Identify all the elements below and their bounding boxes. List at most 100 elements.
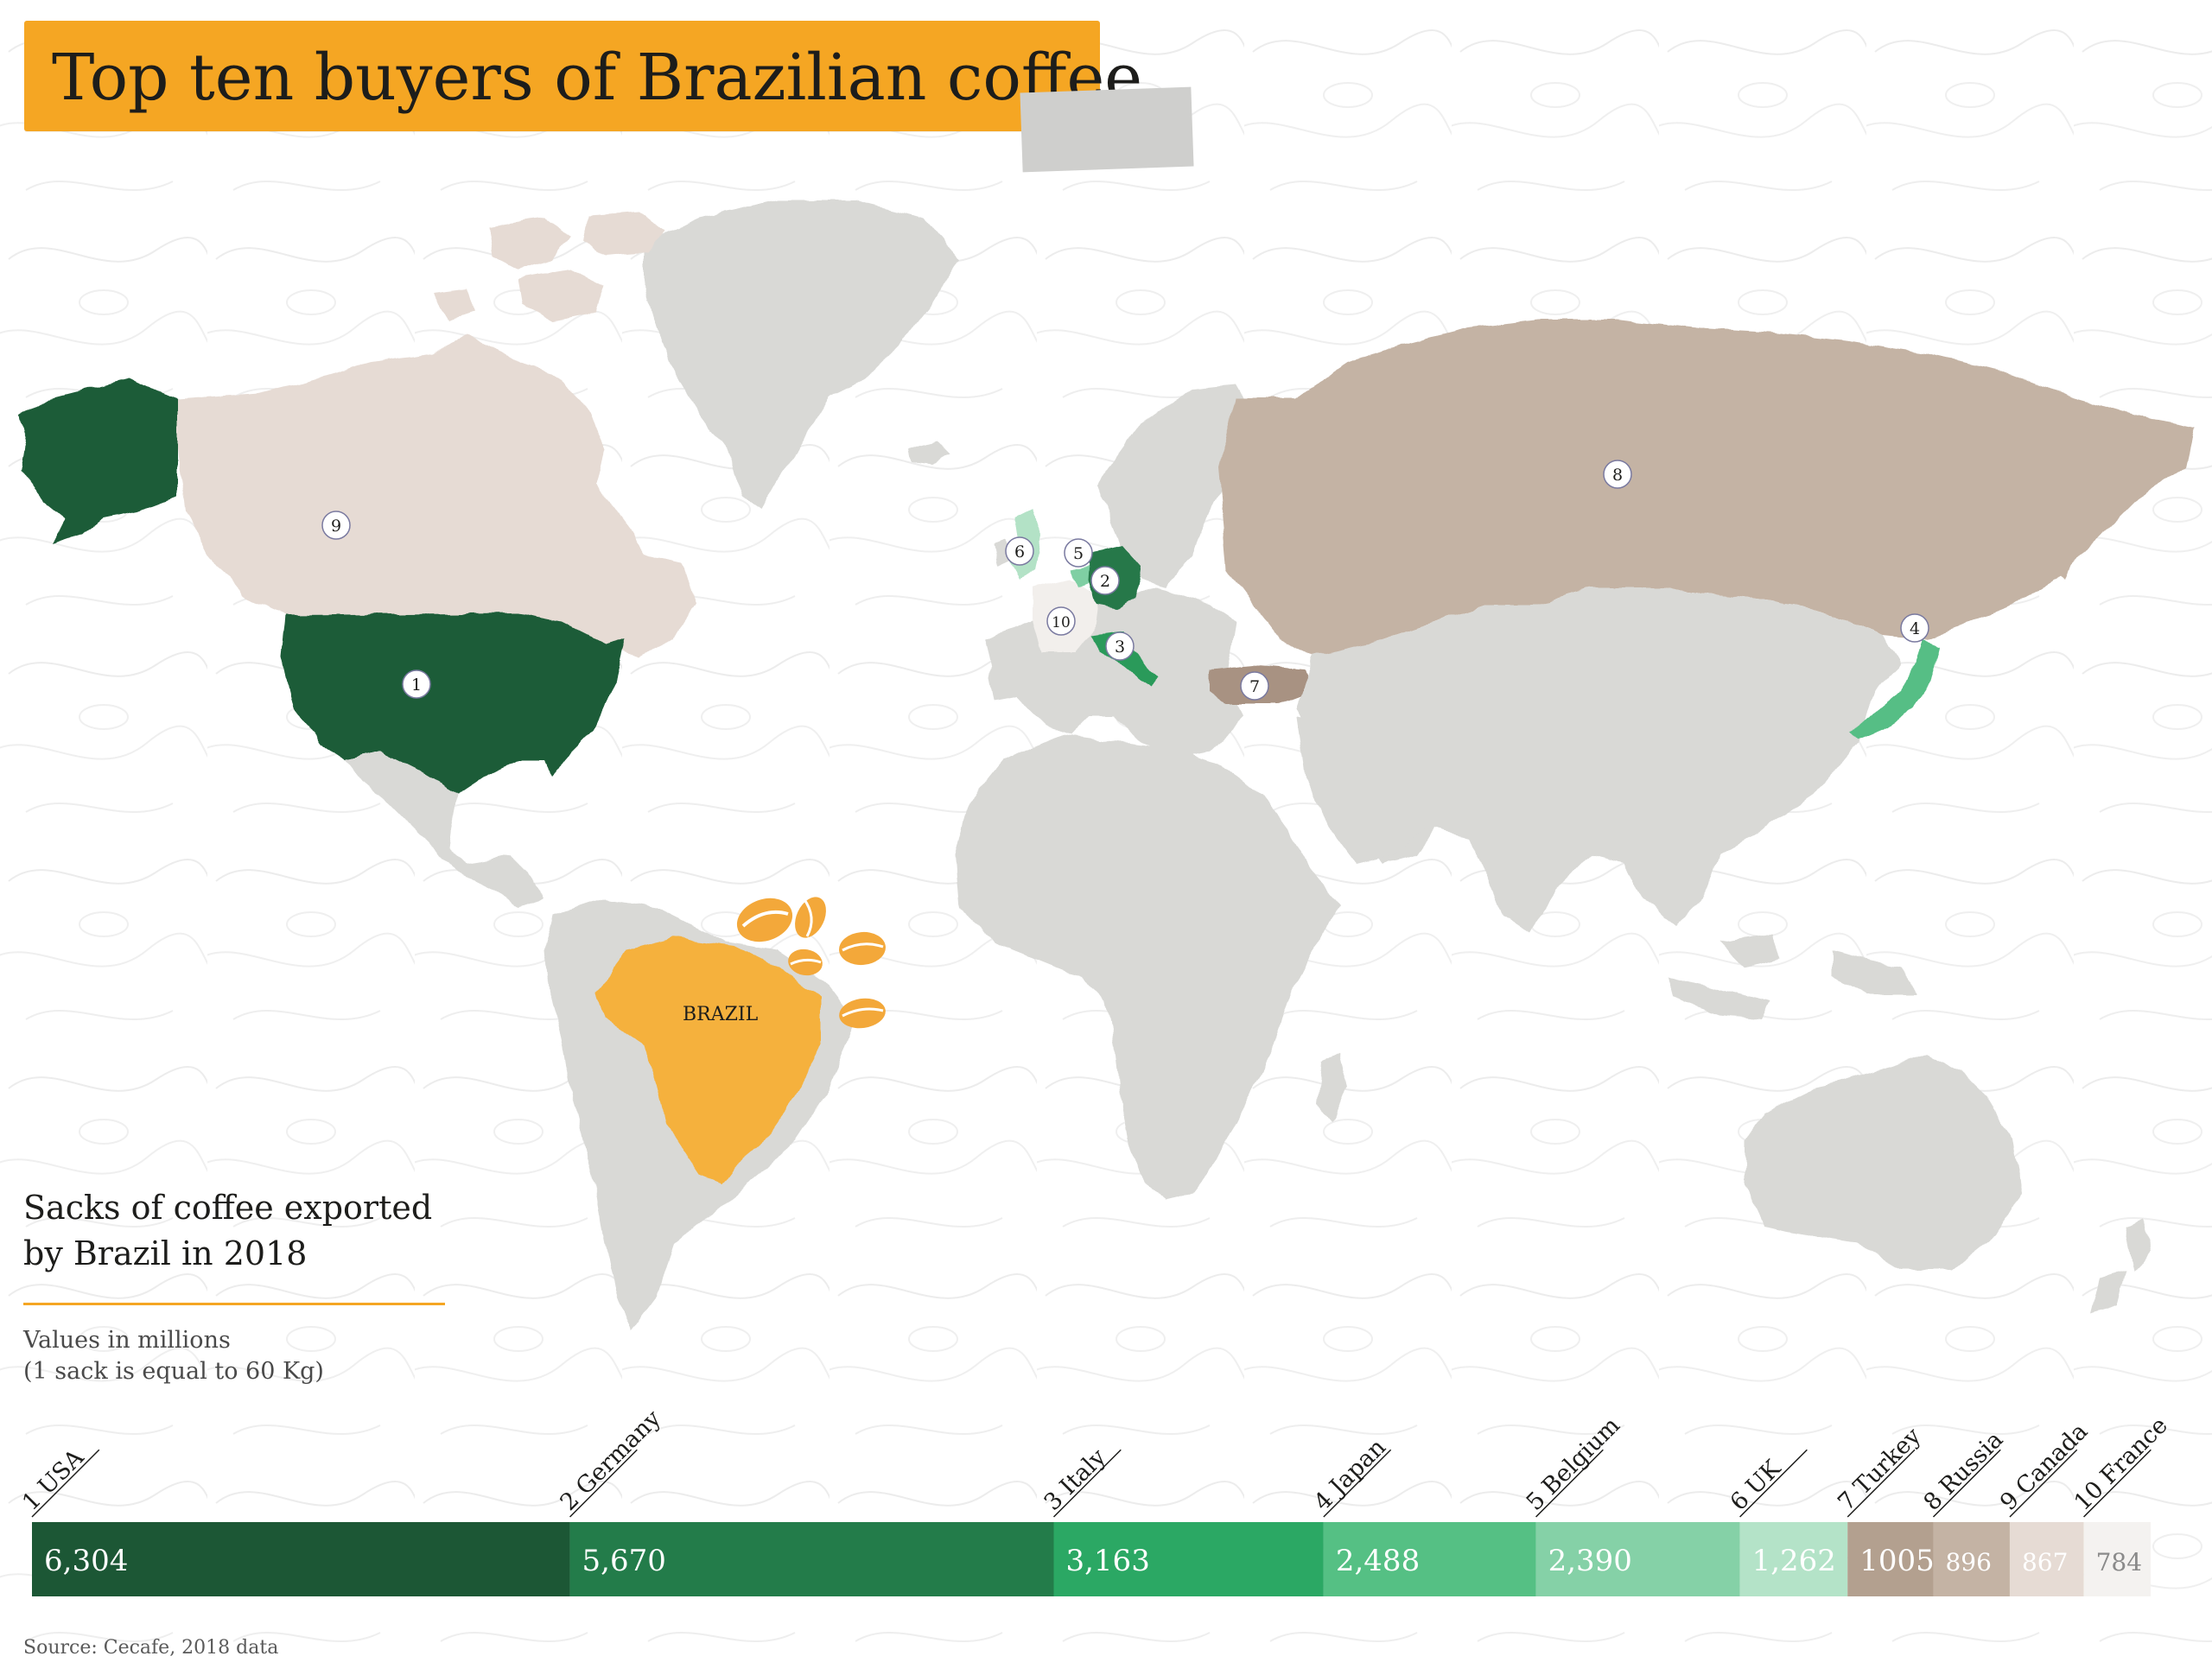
bar-value-label: 5,670 [582,1544,666,1578]
map-marker-rank: 9 [331,517,341,536]
map-marker-rank: 2 [1100,572,1110,591]
map-marker-france: 10 [1046,606,1076,636]
greenland [644,200,959,510]
map-marker-rank: 7 [1249,677,1260,696]
mexico-central-america [346,752,544,907]
legend-note-line-2: (1 sack is equal to 60 Kg) [23,1358,324,1385]
arabia [1296,717,1426,864]
coffee-bean-icon [788,949,823,976]
map-marker-rank: 6 [1014,542,1025,562]
map-marker-circle [1090,566,1120,595]
canada [177,333,696,657]
bar-segment [32,1522,570,1596]
alaska [19,378,177,544]
scandinavia [1097,384,1253,587]
map-marker-russia: 8 [1603,460,1632,489]
madagascar [1318,1054,1348,1123]
legend-title-line-1: Sacks of coffee exported [23,1189,433,1227]
bar-value-label: 867 [2022,1548,2068,1577]
map-marker-rank: 1 [411,676,422,695]
map-marker-circle [1240,671,1269,701]
decorative-tag [1020,86,1194,173]
map-marker-circle [1603,460,1632,489]
kamchatka [2048,501,2082,579]
map-marker-rank: 10 [1052,614,1071,631]
bar-segment [1535,1522,1740,1596]
map-marker-rank: 4 [1910,619,1920,638]
bar-segment [1739,1522,1848,1596]
iberia [989,652,1054,700]
map-marker-circle [321,511,351,540]
bar-value-label: 1,262 [1752,1544,1836,1578]
bar-value-label: 784 [2096,1548,2142,1577]
bar-value-label: 2,390 [1548,1544,1632,1578]
coffee-bean-icon [736,898,793,942]
rank-markers: 1 2 3 4 5 6 7 8 9 10 [321,460,1929,701]
iceland [909,441,950,465]
page-title: Top ten buyers of Brazilian coffee [52,41,1143,115]
brazil-label: BRAZIL [683,1004,759,1025]
map-marker-germany: 2 [1090,566,1120,595]
map-marker-canada: 9 [321,511,351,540]
usa [281,613,626,795]
africa [955,734,1339,1201]
category-leader-line [1847,1449,1916,1518]
bar-value-label: 2,488 [1336,1544,1420,1578]
legend-note-line-1: Values in millions [23,1327,231,1354]
map-marker-rank: 5 [1073,544,1084,563]
arctic-islands [432,213,665,321]
map-marker-circle [1064,538,1093,568]
new-zealand [2091,1218,2152,1313]
category-leader-line [1739,1449,1808,1518]
bar-value-label: 896 [1945,1548,1991,1577]
title-banner [24,21,1100,131]
map-marker-uk: 6 [1005,536,1034,566]
coffee-beans [736,897,886,1029]
bar-segment [2083,1522,2151,1596]
japan [1849,639,1940,739]
category-leader-line [2009,1449,2078,1518]
category-leader-line [1535,1449,1604,1518]
bar-segment [569,1522,1054,1596]
map-marker-belgium: 5 [1064,538,1093,568]
map-marker-italy: 3 [1105,631,1135,661]
map-marker-usa: 1 [402,669,431,699]
map-marker-rank: 8 [1612,466,1623,485]
category-leader-line [31,1449,100,1518]
southeast-asia-islands [1668,933,1918,1019]
category-leader-line [1052,1449,1122,1518]
category-leader-line [1932,1449,2001,1518]
brazil [596,937,821,1183]
bar-segment [1933,1522,2010,1596]
category-leader-line [1323,1449,1392,1518]
category-leader-line [569,1449,638,1518]
source-note: Source: Cecafe, 2018 data [23,1637,279,1659]
legend-title: Sacks of coffee exported by Brazil in 20… [23,1185,507,1277]
map-marker-circle [1900,613,1929,643]
bar-segment [2009,1522,2084,1596]
map-marker-circle [402,669,431,699]
map-marker-japan: 4 [1900,613,1929,643]
map-marker-circle [1105,631,1135,661]
legend-note: Values in millions (1 sack is equal to 6… [23,1325,324,1387]
russia [1218,320,2195,657]
coffee-bean-icon [839,998,886,1029]
land-layer [19,200,2195,1330]
legend-title-line-2: by Brazil in 2018 [23,1234,308,1272]
bar-segment [1053,1522,1324,1596]
map-marker-circle [1005,536,1034,566]
coffee-bean-icon [839,931,886,966]
australia [1745,1054,2022,1270]
legend-divider [23,1303,445,1305]
category-leader-line [2083,1449,2152,1518]
bar-segment [1323,1522,1536,1596]
bar-segment [1847,1522,1934,1596]
map-marker-turkey: 7 [1240,671,1269,701]
map-marker-rank: 3 [1115,638,1125,657]
map-marker-circle [1046,606,1076,636]
bar-value-label: 6,304 [44,1544,128,1578]
bar-value-label: 1005 [1859,1544,1935,1578]
bar-value-label: 3,163 [1065,1544,1149,1578]
